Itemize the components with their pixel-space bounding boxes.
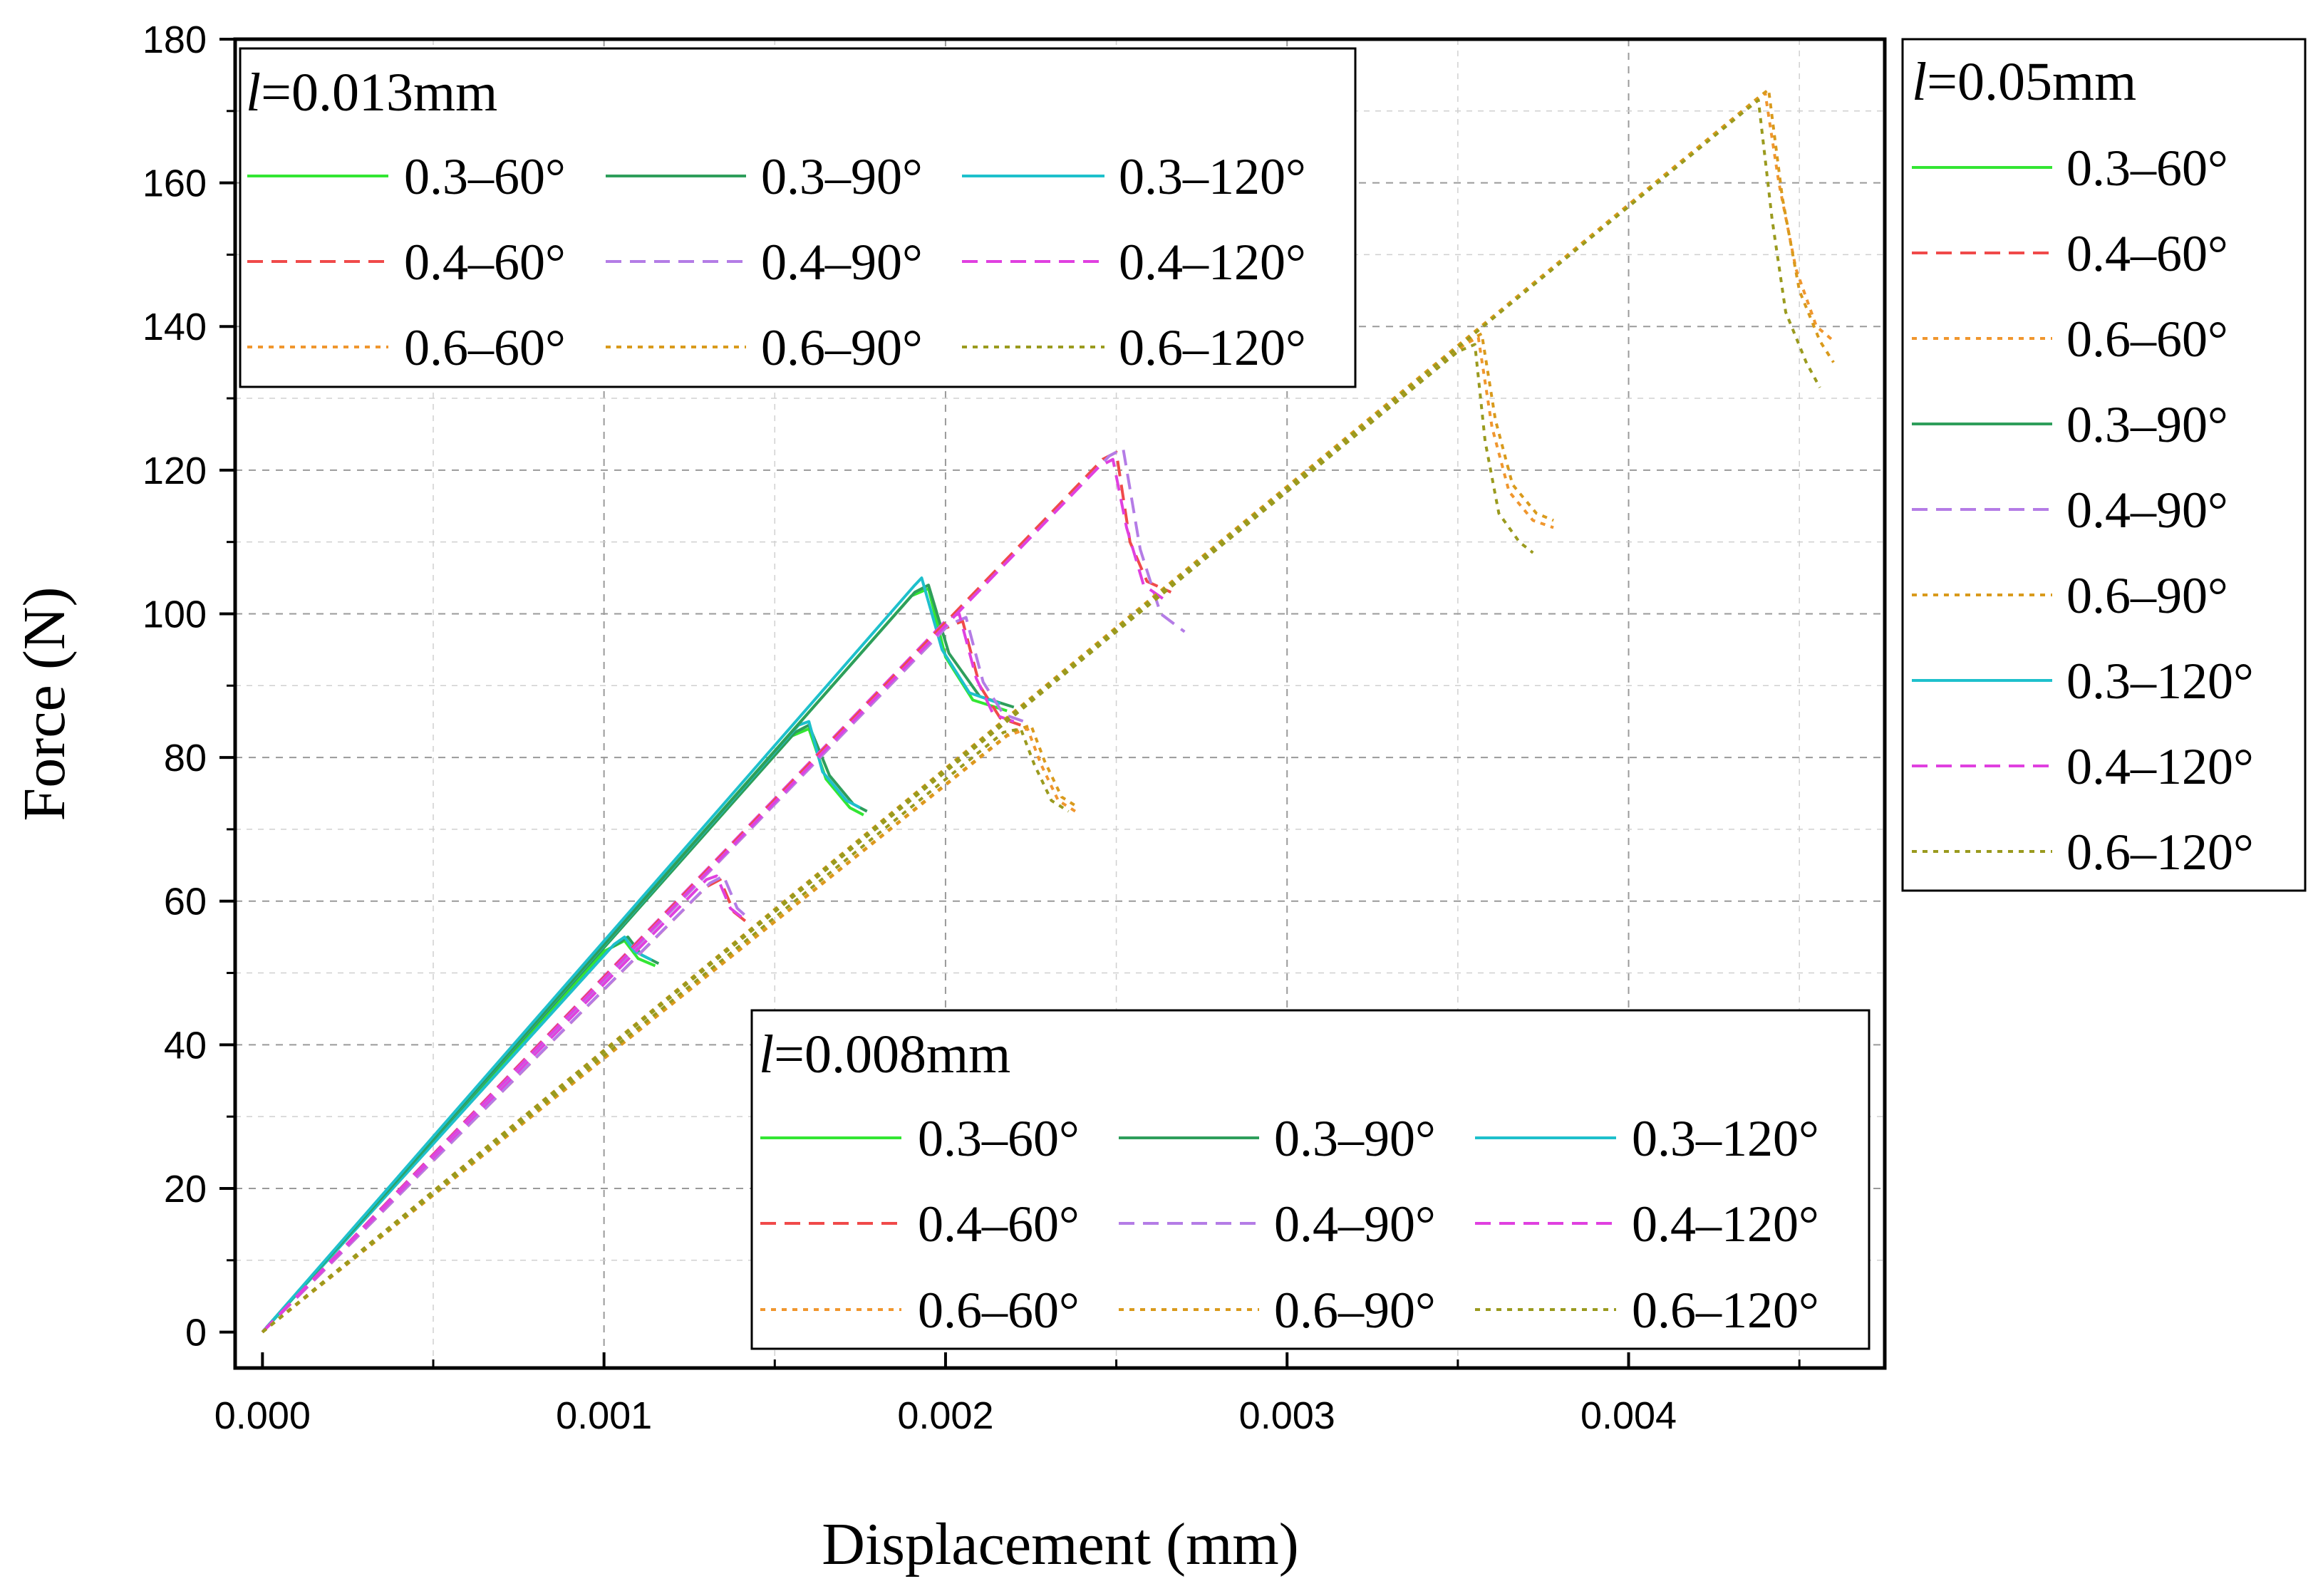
y-tick-label: 180 (143, 19, 207, 61)
legend-l-0.013mm: l=0.013mm 0.3–60° 0.3–90° 0.3–120° 0.4–60° 0.… (239, 47, 1357, 388)
series-line-0.6-120 (262, 98, 1821, 1334)
legend-entry-label: 0.4–60° (2066, 225, 2228, 282)
x-tick-label: 0.002 (897, 1394, 993, 1437)
y-tick-label: 100 (143, 593, 207, 636)
series-line-0.4-120 (261, 874, 745, 1334)
legend-title-symbol: l (1912, 52, 1927, 112)
y-axis-title: Force (N) (11, 587, 78, 822)
legend-box (750, 1009, 1871, 1350)
legend-entry-label: 0.6–120° (1632, 1282, 1819, 1339)
x-axis-title: Displacement (mm) (822, 1511, 1298, 1577)
legend-entry-label: 0.3–90° (761, 148, 923, 205)
series-line-0.4-90 (261, 447, 1186, 1333)
legend-title: l=0.05mm (1912, 52, 2136, 112)
legend-title: l=0.013mm (246, 63, 497, 123)
legend-box (1901, 38, 2307, 892)
series-line-0.6-90 (262, 723, 1080, 1334)
legend-entry-label: 0.4–90° (1274, 1196, 1436, 1253)
series-line-0.6-90 (262, 332, 1554, 1334)
legend-entry-label: 0.6–120° (1119, 319, 1306, 376)
y-tick-label: 60 (164, 881, 207, 923)
series-line-0.6-90 (262, 88, 1835, 1334)
legend-entry-label: 0.4–120° (1632, 1196, 1819, 1253)
legend-entry-label: 0.4–60° (404, 234, 566, 291)
legend-entry-label: 0.3–120° (1119, 148, 1306, 205)
y-tick-label: 140 (143, 306, 207, 348)
legend-entry-label: 0.6–60° (2066, 311, 2228, 368)
legend-entry-label: 0.3–90° (2066, 396, 2228, 453)
y-tick-label: 0 (185, 1312, 207, 1354)
y-tick-label: 80 (164, 737, 207, 779)
legend-title-value: =0.05mm (1927, 52, 2136, 112)
legend-title: l=0.008mm (759, 1025, 1010, 1084)
series-line-0.3-120 (261, 576, 1001, 1333)
x-tick-label: 0.004 (1580, 1394, 1677, 1437)
legend-entry-label: 0.3–60° (918, 1110, 1080, 1167)
legend-entry-label: 0.6–90° (2066, 567, 2228, 624)
legend-entry-label: 0.6–60° (918, 1282, 1080, 1339)
x-tick-label: 0.003 (1239, 1394, 1335, 1437)
series-line-0.4-120 (261, 457, 1165, 1333)
legend-entry-label: 0.3–120° (2066, 653, 2254, 710)
legend-entry-label: 0.6–90° (761, 319, 923, 376)
legend-box (239, 47, 1357, 388)
legend-entry-label: 0.3–60° (2066, 140, 2228, 197)
legend-entry-label: 0.4–120° (1119, 234, 1306, 291)
legend-title-symbol: l (759, 1025, 774, 1084)
x-tick-label: 0.001 (556, 1394, 652, 1437)
legend-entry-label: 0.4–90° (761, 234, 923, 291)
legend-entry-label: 0.6–90° (1274, 1282, 1436, 1339)
series-line-0.6-120 (262, 727, 1070, 1334)
series-line-0.4-90 (261, 874, 752, 1334)
plot-frame (233, 37, 1887, 1370)
legend-title-value: =0.013mm (261, 63, 497, 123)
legend-entry-label: 0.4–120° (2066, 738, 2254, 795)
legend-entry-label: 0.3–90° (1274, 1110, 1436, 1167)
y-tick-label: 120 (143, 450, 207, 492)
legend-l-0.008mm: l=0.008mm 0.3–60° 0.3–90° 0.3–120° 0.4–60° 0.… (750, 1009, 1871, 1350)
legend-title-symbol: l (246, 63, 261, 123)
legend-entry-label: 0.3–60° (404, 148, 566, 205)
legend-entry-label: 0.4–90° (2066, 482, 2228, 539)
y-tick-label: 40 (164, 1024, 207, 1067)
legend-entry-label: 0.3–120° (1632, 1110, 1819, 1167)
legend-entry-label: 0.4–60° (918, 1196, 1080, 1253)
y-tick-label: 160 (143, 162, 207, 205)
legend-entry-label: 0.6–120° (2066, 824, 2254, 881)
legend-l-0.05mm: l=0.05mm 0.3–60° 0.4–60° 0.6–60° 0.3–90° 0.4–… (1901, 38, 2307, 892)
axis-ticks: 0.000 0.001 0.002 0.003 0.004 0 20 40 60 80 100 120… (143, 19, 1801, 1437)
y-tick-label: 20 (164, 1168, 207, 1211)
series-line-0.6-60 (262, 336, 1554, 1334)
legend-entry-label: 0.6–60° (404, 319, 566, 376)
x-tick-label: 0.000 (214, 1394, 311, 1437)
legend-title-value: =0.008mm (774, 1025, 1010, 1084)
data-series (261, 88, 1835, 1334)
series-line-0.4-60 (261, 619, 1022, 1333)
